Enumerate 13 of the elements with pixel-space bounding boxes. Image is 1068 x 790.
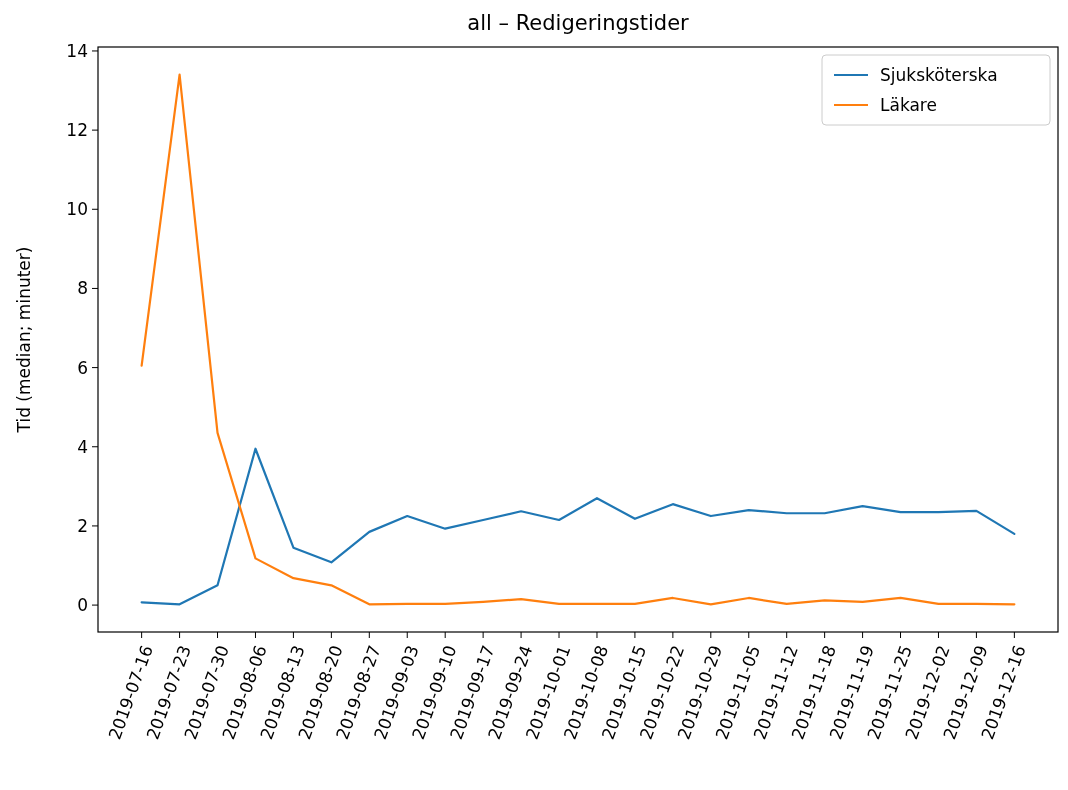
y-tick-label: 14 [66, 40, 88, 61]
legend-label: Läkare [880, 94, 937, 115]
y-tick-label: 12 [66, 120, 88, 141]
y-tick-label: 10 [66, 199, 88, 220]
legend-label: Sjuksköterska [880, 64, 998, 85]
y-tick-label: 0 [77, 595, 88, 616]
y-tick-label: 4 [77, 436, 88, 457]
line-series [140, 447, 1016, 606]
chart-title: all – Redigeringstider [467, 11, 690, 35]
y-tick-label: 2 [77, 515, 88, 536]
y-axis-title: Tid (median; minuter) [14, 246, 34, 434]
y-tick-label: 8 [77, 278, 88, 299]
y-tick-label: 6 [77, 357, 88, 378]
